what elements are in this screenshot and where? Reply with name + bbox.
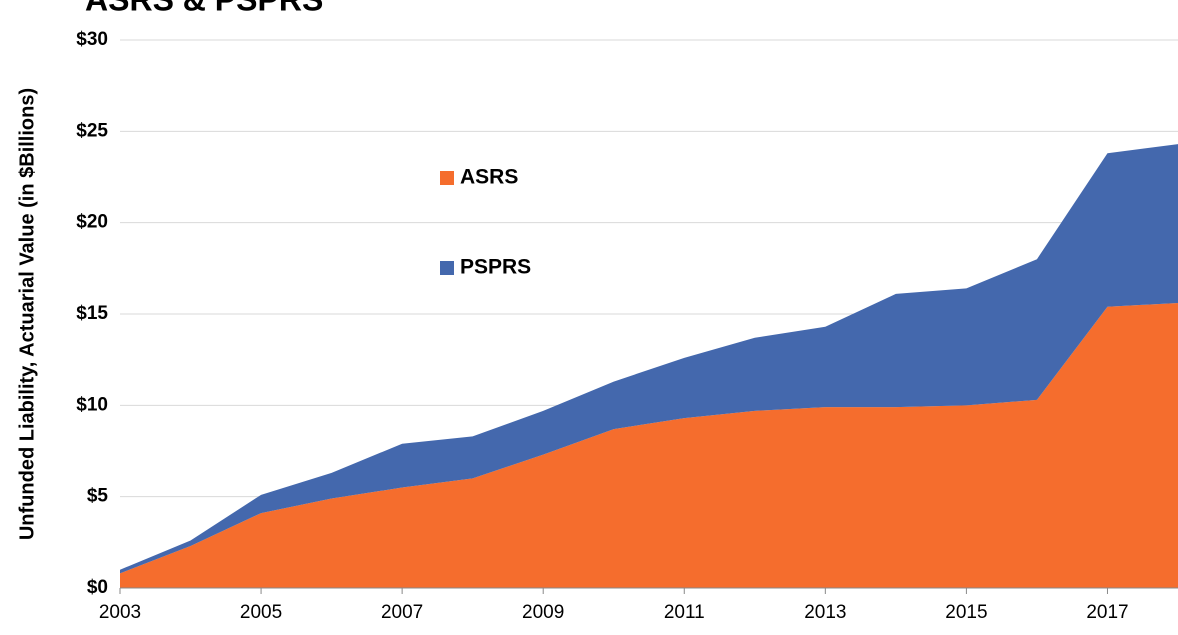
y-tick-label: $5	[87, 486, 109, 507]
legend-label: ASRS	[460, 166, 518, 189]
y-tick-label: $10	[76, 394, 108, 415]
x-tick-label: 2011	[664, 602, 705, 623]
legend-swatch	[440, 171, 454, 185]
x-tick-label: 2013	[804, 602, 846, 623]
area	[120, 303, 1178, 588]
y-tick-label: $25	[76, 120, 108, 141]
legend-label: PSPRS	[460, 256, 531, 279]
x-tick-label: 2003	[99, 602, 141, 623]
x-tick-label: 2009	[522, 602, 564, 623]
y-axis-label: Unfunded Liability, Actuarial Value (in …	[16, 88, 38, 540]
chart-title: ASRS & PSPRS	[85, 0, 323, 17]
x-tick-label: 2015	[945, 602, 987, 623]
y-tick-label: $30	[76, 29, 108, 50]
y-tick-label: $20	[76, 212, 108, 233]
y-tick-label: $0	[87, 577, 108, 598]
x-tick-label: 2007	[381, 602, 423, 623]
x-tick-label: 2005	[240, 602, 282, 623]
legend-swatch	[440, 261, 454, 275]
x-tick-label: 2017	[1086, 602, 1128, 623]
area	[120, 144, 1178, 574]
y-tick-label: $15	[76, 303, 108, 324]
